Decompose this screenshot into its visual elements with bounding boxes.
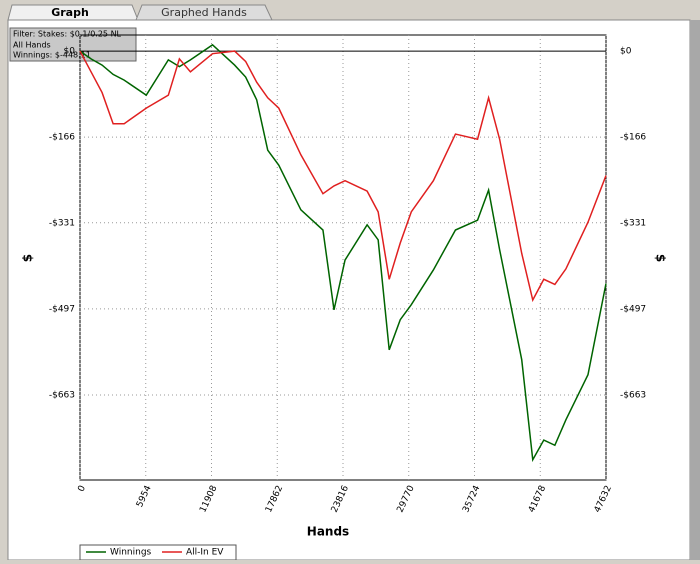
y-tick-label: -$497 xyxy=(620,304,646,314)
y-tick-label: $0 xyxy=(620,47,632,57)
y-tick-label: -$663 xyxy=(620,390,646,400)
legend-label: Winnings xyxy=(110,548,152,558)
filter-text: Winnings: $-448.11 xyxy=(13,51,91,60)
tab-label[interactable]: Graph xyxy=(51,6,89,19)
y-tick-label: -$331 xyxy=(49,218,75,228)
filter-text: All Hands xyxy=(13,41,51,50)
y-tick-label: -$166 xyxy=(49,133,75,143)
legend-label: All-In EV xyxy=(186,548,224,558)
y-tick-label: -$166 xyxy=(620,133,646,143)
graph-panel xyxy=(7,19,691,561)
series-line xyxy=(79,50,607,303)
y-tick-label: -$663 xyxy=(49,390,75,400)
x-axis-label: Hands xyxy=(307,525,349,539)
series-line xyxy=(79,43,607,463)
y-tick-label: $0 xyxy=(64,47,76,57)
x-tick-label: 0 xyxy=(76,484,88,494)
y-tick-label: -$331 xyxy=(620,218,646,228)
y-axis-label: $ xyxy=(21,254,35,262)
y-axis-label: $ xyxy=(654,254,668,262)
filter-text: Filter: Stakes: $0.1/0.25 NL xyxy=(13,30,122,39)
tab-label[interactable]: Graphed Hands xyxy=(161,6,247,19)
filter-box xyxy=(9,27,137,62)
right-edge xyxy=(690,20,700,560)
y-tick-label: -$497 xyxy=(49,304,75,314)
